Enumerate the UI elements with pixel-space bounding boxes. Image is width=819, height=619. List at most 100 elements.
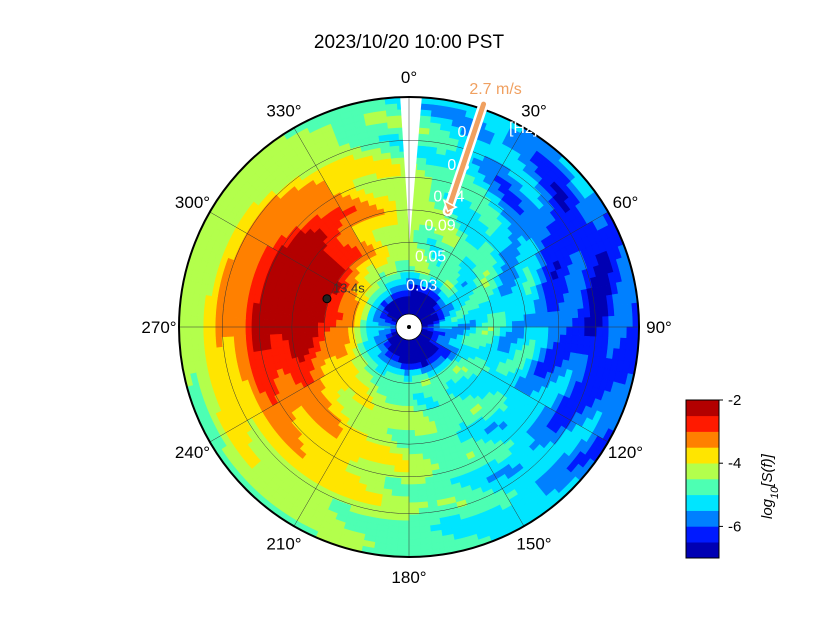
heatmap-cell	[499, 326, 507, 333]
heatmap-cell	[528, 306, 537, 315]
heatmap-cell	[398, 508, 410, 516]
heatmap-cell	[577, 308, 585, 319]
heatmap-cell	[498, 311, 507, 318]
heatmap-cell	[305, 315, 313, 323]
heatmap-cell	[535, 333, 543, 342]
heatmap-cell	[353, 326, 361, 331]
heatmap-cell	[408, 544, 422, 552]
heatmap-cell	[408, 502, 419, 510]
heatmap-cell	[390, 495, 401, 503]
heatmap-cell	[396, 435, 404, 443]
heatmap-cell	[317, 331, 325, 337]
colorbar-segment	[686, 463, 719, 480]
angle-tick-label: 210°	[266, 535, 301, 554]
heatmap-cell	[595, 306, 603, 318]
heatmap-cell	[419, 115, 432, 123]
heatmap-cell	[281, 313, 289, 321]
angle-tick-label: 60°	[613, 193, 639, 212]
heatmap-cell	[626, 314, 634, 328]
angle-tick-label: 150°	[516, 535, 551, 554]
heatmap-cell	[203, 305, 211, 317]
heatmap-cell	[417, 145, 429, 153]
heatmap-cell	[601, 305, 609, 318]
heatmap-cell	[517, 332, 525, 340]
heatmap-cell	[399, 496, 410, 504]
heatmap-cell	[263, 311, 271, 321]
colorbar-label: log10[S(f)]	[759, 453, 781, 519]
heatmap-cell	[602, 326, 610, 338]
angle-tick-label: 0°	[401, 68, 417, 87]
heatmap-cell	[220, 326, 228, 338]
heatmap-cell	[397, 526, 410, 534]
heatmap-cell	[305, 331, 313, 339]
heatmap-cell	[493, 326, 501, 333]
heatmap-cell	[408, 484, 418, 491]
heatmap-cell	[445, 324, 453, 328]
heatmap-cell	[293, 338, 302, 346]
heatmap-cell	[413, 223, 421, 231]
heatmap-cell	[402, 429, 410, 437]
heatmap-cell	[215, 336, 223, 348]
heatmap-cell	[516, 308, 525, 316]
heatmap-cell	[415, 181, 425, 189]
colorbar-segment	[686, 510, 719, 527]
heatmap-cell	[408, 375, 413, 383]
heatmap-cell	[523, 332, 531, 341]
heatmap-cell	[619, 337, 627, 351]
heatmap-cell	[184, 326, 192, 340]
heatmap-cell	[399, 490, 410, 498]
heatmap-cell	[392, 471, 402, 479]
heatmap-cell	[620, 315, 628, 328]
heatmap-cell	[505, 331, 513, 339]
heatmap-cell	[535, 312, 543, 321]
heatmap-cell	[415, 453, 424, 461]
heatmap-cell	[542, 319, 549, 328]
heatmap-cell	[408, 532, 421, 540]
heatmap-cell	[196, 315, 204, 328]
heatmap-cell	[396, 544, 410, 552]
heatmap-cell	[281, 333, 289, 341]
heatmap-cell	[510, 309, 519, 317]
heatmap-cell	[190, 326, 198, 339]
heatmap-cell	[412, 393, 417, 401]
heatmap-cell	[403, 417, 410, 425]
heatmap-cell	[399, 235, 405, 243]
heatmap-cell	[398, 520, 410, 528]
heatmap-cell	[299, 315, 307, 322]
heatmap-cell	[329, 326, 337, 332]
heatmap-cell	[238, 326, 246, 337]
heatmap-cell	[419, 525, 431, 533]
heatmap-cell	[619, 303, 627, 317]
heatmap-cell	[287, 313, 295, 322]
heatmap-cell	[257, 334, 265, 344]
heatmap-cell	[601, 336, 609, 349]
heatmap-cell	[281, 339, 290, 348]
heatmap-cell	[401, 460, 410, 467]
heatmap-cell	[620, 326, 628, 339]
heatmap-cell	[419, 121, 431, 129]
heatmap-cell	[220, 316, 228, 328]
heatmap-cell	[389, 145, 401, 153]
heatmap-cell	[554, 318, 561, 328]
heatmap-cell	[566, 318, 573, 328]
heatmap-cell	[208, 326, 216, 338]
heatmap-cell	[416, 169, 426, 177]
heatmap-cell	[408, 520, 420, 528]
heatmap-cell	[402, 435, 410, 443]
heatmap-cell	[401, 253, 406, 261]
heatmap-cell	[400, 247, 406, 255]
heatmap-cell	[401, 259, 407, 267]
heatmap-cell	[402, 448, 410, 455]
heatmap-cell	[388, 199, 397, 208]
heatmap-cell	[408, 441, 416, 449]
heatmap-cell	[414, 441, 423, 449]
heatmap-cell	[405, 259, 410, 267]
heatmap-cell	[413, 411, 419, 419]
heatmap-cell	[401, 466, 410, 473]
heatmap-cell	[565, 309, 573, 320]
heatmap-cell	[191, 303, 199, 317]
heatmap-cell	[281, 306, 290, 315]
heatmap-cell	[391, 163, 402, 171]
heatmap-cell	[299, 326, 307, 334]
heatmap-cell	[408, 496, 419, 504]
